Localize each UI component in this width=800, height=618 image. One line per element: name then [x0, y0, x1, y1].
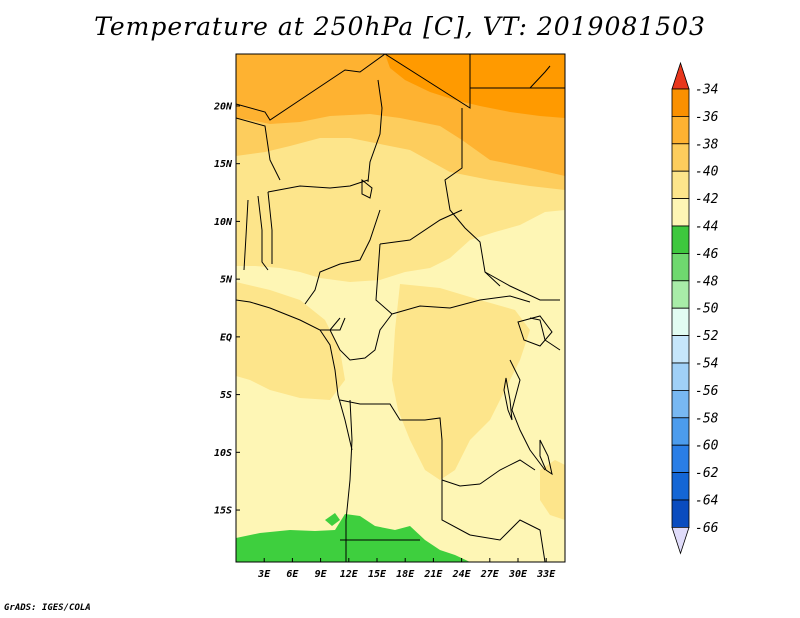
colorbar-segment [671, 116, 690, 145]
lon-tick-label: 3E [257, 569, 271, 580]
temperature-shading [236, 54, 565, 562]
lake-tanganyika [503, 377, 513, 421]
lat-tick-label: 15S [214, 506, 232, 517]
uganda-kenya-border [529, 317, 561, 351]
lon-tick-label: 6E [286, 569, 299, 580]
colorbar-level-label: -56 [695, 384, 719, 399]
lat-tick-label: EQ [220, 332, 232, 343]
congo-border [329, 313, 393, 361]
zimbabwe-border [469, 519, 546, 562]
south-sudan-border [484, 271, 560, 301]
lon-tick-label: 33E [536, 569, 556, 580]
angola-zambia-border [441, 480, 471, 536]
lat-tick-label: 5S [220, 390, 232, 401]
colorbar-segment [671, 499, 690, 528]
lat-tick-label: 10S [214, 448, 232, 459]
colorbar-segment [671, 252, 690, 282]
grads-credit: GrADS: IGES/COLA [4, 603, 91, 613]
colorbar-level-label: -60 [695, 439, 719, 454]
shade-band-44-46 [236, 514, 470, 562]
ghana-border [243, 199, 249, 271]
lon-tick-label: 12E [340, 569, 359, 580]
colorbar-level-label: -48 [695, 274, 719, 289]
country-borders [236, 54, 565, 562]
shade-band-34-36 [385, 54, 565, 118]
lon-tick-label: 9E [315, 569, 328, 580]
namibia-west-border [345, 399, 353, 562]
colorbar-level-label: -36 [695, 110, 719, 125]
mali-niger-border [236, 117, 281, 181]
longitude-axis: 3E 6E 9E 12E 15E 18E 21E 24E 27E 30E 33E [257, 558, 556, 580]
lat-tick-label: 15N [214, 159, 233, 170]
lat-tick-label: 10N [214, 217, 233, 228]
colorbar-level-label: -34 [695, 83, 718, 98]
colorbar-level-label: -54 [695, 357, 718, 372]
map-frame [235, 53, 566, 563]
colorbar-level-label: -64 [695, 494, 718, 509]
colorbar-level-label: -42 [695, 192, 719, 207]
shade-band-40-42-coast [236, 282, 345, 400]
drc-angola-border [339, 399, 481, 487]
lake-chad [361, 178, 373, 199]
colorbar-segment [671, 444, 690, 474]
shade-band-40-42-east [392, 284, 530, 480]
colorbar-segment [671, 143, 690, 172]
colorbar-segment [671, 389, 690, 419]
lon-tick-label: 24E [452, 569, 472, 580]
colorbar-segment [671, 225, 690, 254]
zambia-mozambique-border [479, 459, 536, 485]
colorbar-segment [671, 335, 690, 364]
libya-chad-border [384, 54, 471, 109]
colorbar-level-label: -52 [695, 329, 719, 344]
colorbar-level-label: -44 [695, 220, 718, 235]
colorbar-level-label: -58 [695, 411, 719, 426]
colorbar-level-label: -40 [695, 165, 719, 180]
colorbar-segment [671, 198, 690, 227]
colorbar-segment [671, 417, 690, 446]
gabon-border [320, 317, 346, 331]
latitude-axis: 20N 15N 10N 5N EQ 5S 10S 15S [213, 101, 240, 517]
colorbar-level-label: -50 [695, 302, 719, 317]
benin-togo-border [257, 195, 269, 271]
colorbar-segment [671, 88, 690, 117]
lon-tick-label: 18E [396, 569, 415, 580]
lon-tick-label: 27E [480, 569, 500, 580]
chart-title: Temperature at 250hPa [C], VT: 201908150… [94, 12, 706, 41]
algeria-niger-border [236, 54, 386, 121]
lon-tick-label: 21E [423, 569, 443, 580]
colorbar-level-label: -62 [695, 466, 719, 481]
colorbar-segment [671, 472, 690, 501]
colorbar-segment [671, 170, 690, 199]
colorbar-segment [671, 362, 690, 391]
niger-chad-border [367, 79, 383, 183]
lon-tick-label: 15E [368, 569, 387, 580]
lat-tick-label: 20N [213, 101, 233, 112]
colorbar-level-label: -38 [695, 137, 719, 152]
lake-malawi [539, 439, 553, 476]
niger-nigeria-border [267, 179, 369, 193]
east-lakes [509, 359, 546, 471]
lat-tick-label: 5N [220, 275, 233, 286]
sinai-coast [529, 65, 551, 89]
shade-band-44-46-small [325, 513, 340, 526]
colorbar-level-label: -66 [695, 521, 719, 536]
colorbar-level-label: -46 [695, 247, 719, 262]
colorbar: -34 -36 -38 -40 -42 -44 -46 -48 -50 -52 -54 -56 -58 -… [671, 61, 719, 555]
colorbar-segment [671, 280, 690, 309]
colorbar-top-arrow [671, 61, 690, 90]
benin-nigeria-border [267, 191, 273, 264]
shade-band-40-42-se [540, 460, 565, 520]
colorbar-segment [671, 307, 690, 337]
lake-victoria [517, 315, 553, 347]
car-north-border [379, 209, 463, 245]
lon-tick-label: 30E [508, 569, 528, 580]
nigeria-cameroon-border [304, 209, 381, 305]
car-south-border [391, 295, 531, 315]
colorbar-bottom-arrow [671, 527, 690, 555]
cameroon-car-border [375, 243, 393, 315]
chad-sudan-border [444, 108, 501, 287]
west-coastline [236, 299, 353, 451]
